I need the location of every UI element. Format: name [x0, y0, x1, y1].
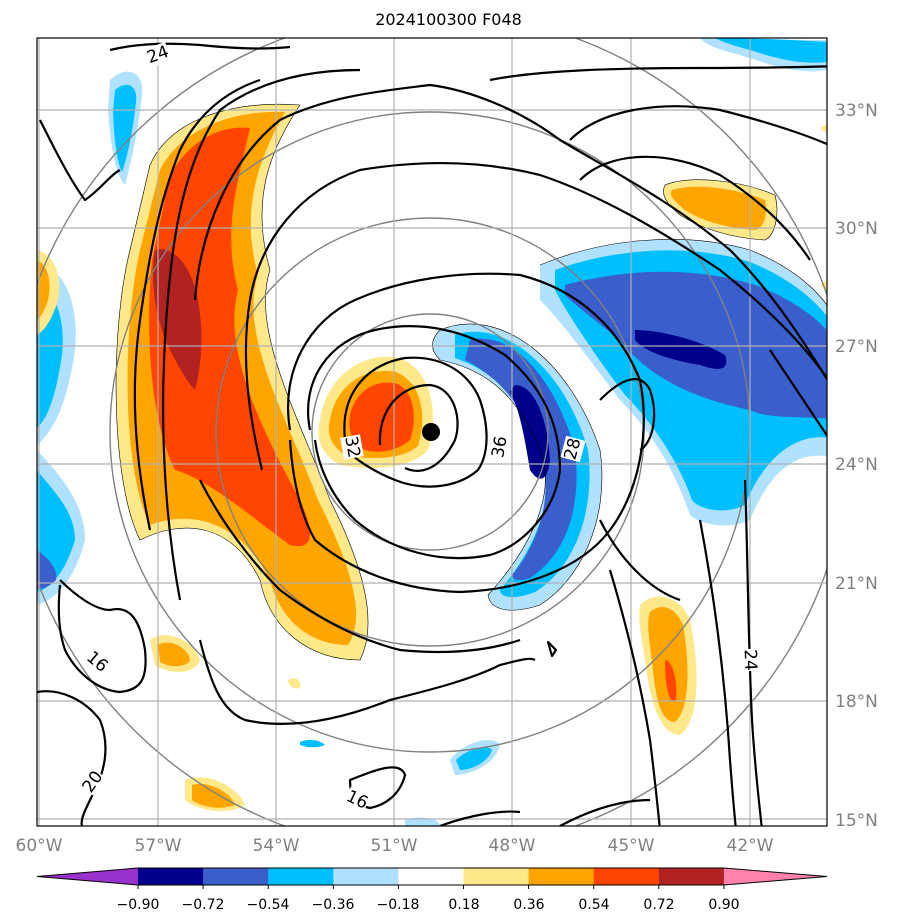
colorbar: −0.90 −0.72 −0.54 −0.36 −0.18 0.18 0.36 … — [36, 867, 828, 913]
colorbar-tick: −0.90 — [117, 897, 160, 913]
colorbar-tick: −0.72 — [182, 897, 225, 913]
colorbar-tick: 0.18 — [448, 897, 479, 913]
colorbar-ticks: −0.90 −0.72 −0.54 −0.36 −0.18 0.18 0.36 … — [117, 897, 740, 913]
contour-label: 24 — [740, 649, 761, 671]
colorbar-tick: 0.36 — [513, 897, 544, 913]
lat-label: 24°N — [835, 455, 878, 475]
colorbar-tick: 0.90 — [708, 897, 739, 913]
lat-label: 27°N — [835, 337, 878, 357]
lon-label: 51°W — [371, 836, 418, 856]
colorbar-segment — [398, 868, 464, 885]
colorbar-segment — [268, 868, 334, 885]
colorbar-segment — [138, 868, 204, 885]
negative-crescent-center — [432, 323, 602, 611]
colorbar-segments — [36, 867, 828, 889]
colorbar-segment — [37, 868, 138, 885]
contour-label: 36 — [488, 435, 511, 460]
latitude-labels: 33°N 30°N 27°N 24°N 21°N 18°N 15°N — [835, 101, 878, 831]
storm-center-marker — [422, 423, 440, 441]
colorbar-segment — [528, 868, 595, 885]
colorbar-segment — [658, 868, 725, 885]
lat-label: 15°N — [835, 811, 878, 831]
graticule — [37, 38, 827, 826]
colorbar-segment — [463, 868, 530, 885]
lon-label: 48°W — [489, 836, 536, 856]
lat-label: 21°N — [835, 574, 878, 594]
longitude-labels: 60°W 57°W 54°W 51°W 48°W 45°W 42°W — [16, 836, 774, 856]
colorbar-segment — [203, 868, 269, 885]
lon-label: 45°W — [608, 836, 655, 856]
lat-label: 18°N — [835, 692, 878, 712]
map-border — [36, 37, 828, 827]
lat-label: 30°N — [835, 219, 878, 239]
contour-lines — [37, 42, 827, 826]
colorbar-segment — [593, 868, 660, 885]
colorbar-tick: 0.72 — [643, 897, 674, 913]
colorbar-tick: −0.18 — [377, 897, 420, 913]
contour-label: 32 — [340, 435, 363, 460]
lon-label: 54°W — [253, 836, 300, 856]
map-title: 2024100300 F048 — [375, 10, 522, 29]
lat-label: 33°N — [835, 101, 878, 121]
colorbar-tick: 0.54 — [578, 897, 609, 913]
lon-label: 60°W — [16, 836, 63, 856]
lon-label: 57°W — [135, 836, 182, 856]
colorbar-tick: −0.54 — [247, 897, 290, 913]
minor-features — [37, 38, 827, 826]
colorbar-segment — [333, 868, 399, 885]
lon-label: 42°W — [727, 836, 774, 856]
colorbar-segment — [723, 868, 827, 885]
colorbar-tick: −0.36 — [312, 897, 355, 913]
